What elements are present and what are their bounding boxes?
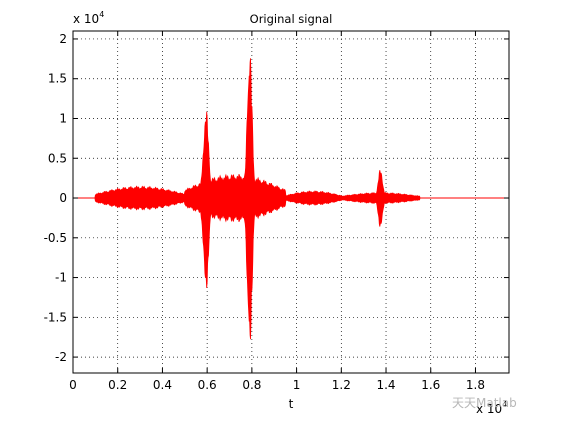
y-tick-label: -0.5 (44, 231, 67, 245)
signal-plot (73, 58, 509, 340)
x-tick-label: 1.4 (376, 378, 395, 392)
y-tick-label: 2 (59, 32, 67, 46)
x-axis-exponent: x 104 (476, 400, 507, 416)
x-tick-label: 0 (69, 378, 77, 392)
signal-envelope (93, 58, 436, 340)
y-tick-label: 0 (59, 191, 67, 205)
tick-labels: 0 0.2 0.4 0.6 0.8 1 1.2 1.4 1.6 1.8 -2 -1.5 -1 -0.5 0 0… (44, 32, 485, 392)
chart-title: Original signal (250, 12, 333, 26)
x-tick-label: 0.6 (198, 378, 217, 392)
y-tick-label: 0.5 (48, 151, 67, 165)
y-tick-label: -1 (55, 271, 67, 285)
x-tick-label: 0.2 (108, 378, 127, 392)
y-exponent-power: 4 (99, 10, 104, 19)
x-tick-label: 0.8 (242, 378, 261, 392)
x-axis-label: t (289, 397, 294, 411)
axes-frame (72, 30, 510, 374)
x-tick-label: 1.2 (332, 378, 351, 392)
y-tick-label: 1.5 (48, 72, 67, 86)
x-exponent-base: x 10 (476, 402, 502, 416)
y-exponent-base: x 10 (73, 12, 99, 26)
y-tick-label: -2 (55, 350, 67, 364)
x-exponent-power: 4 (502, 400, 507, 409)
x-tick-label: 1.6 (421, 378, 440, 392)
y-axis-exponent: x 104 (73, 10, 104, 26)
axis-ticks (72, 31, 509, 373)
watermark-text: 天天Matlab (452, 396, 517, 410)
y-tick-label: -1.5 (44, 310, 67, 324)
x-tick-label: 1 (293, 378, 301, 392)
y-tick-label: 1 (59, 111, 67, 125)
x-tick-label: 0.4 (153, 378, 172, 392)
x-tick-label: 1.8 (466, 378, 485, 392)
